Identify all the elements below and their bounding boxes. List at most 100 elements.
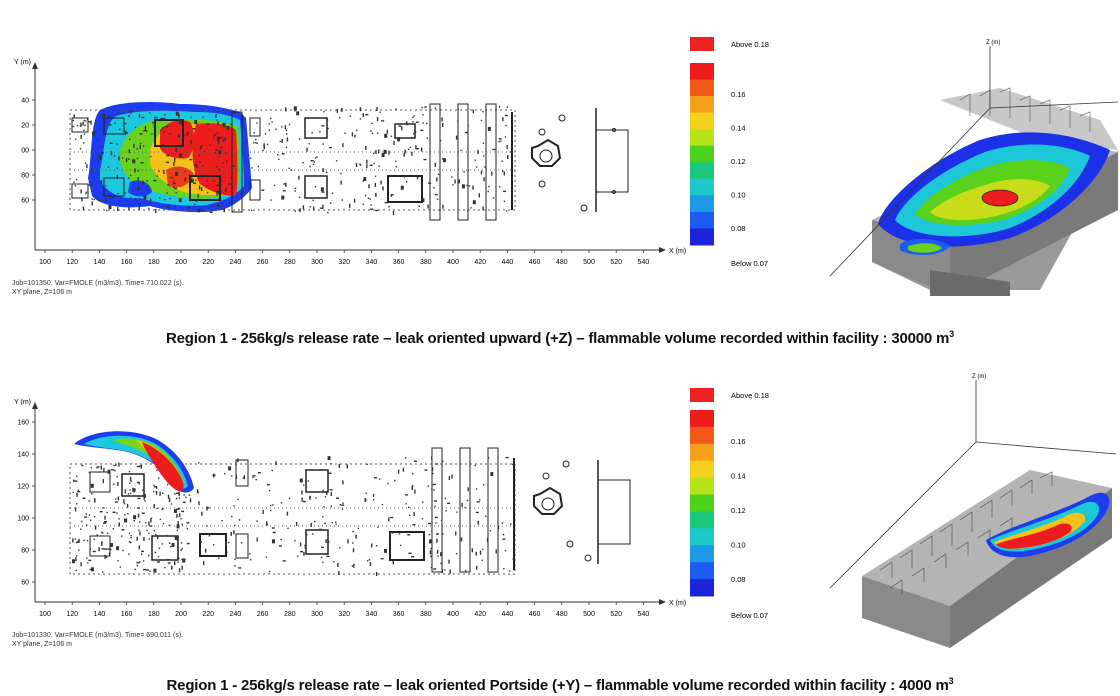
x-tick-label: 300 xyxy=(311,259,323,266)
y-tick-label: 40 xyxy=(21,98,29,105)
color-scale-band xyxy=(690,129,714,147)
x-tick-label: 340 xyxy=(366,611,378,618)
x-tick-label: 260 xyxy=(257,611,269,618)
x-tick-label: 380 xyxy=(420,259,432,266)
isometric-3d-view: Z (m) xyxy=(829,40,1119,296)
x-tick-label: 260 xyxy=(257,259,269,266)
color-scale-band xyxy=(690,511,714,529)
x-tick-label: 100 xyxy=(39,611,51,618)
x-tick-label: 380 xyxy=(420,611,432,618)
color-scale-band xyxy=(690,96,714,114)
x-tick-label: 320 xyxy=(338,259,350,266)
color-scale-band xyxy=(690,410,714,428)
y-tick-label: 120 xyxy=(17,484,29,491)
x-tick-label: 460 xyxy=(529,611,541,618)
run-metadata-line1: Job=101330. Var=FMOLE (m3/m3). Time= 690… xyxy=(12,632,184,639)
x-tick-label: 160 xyxy=(121,259,133,266)
y-tick-label: 60 xyxy=(21,198,29,205)
color-scale-band xyxy=(690,545,714,563)
color-scale-bar xyxy=(690,63,714,246)
color-scale-band xyxy=(690,562,714,580)
x-tick-label: 440 xyxy=(502,611,514,618)
run-metadata: Job=101350. Var=FMOLE (m3/m3). Time= 710… xyxy=(12,279,184,297)
caption-superscript: 3 xyxy=(949,329,954,339)
facility-layout xyxy=(69,103,629,221)
color-scale-band xyxy=(690,460,714,479)
x-axis-label: X (m) xyxy=(669,600,686,607)
y-axis-label: Y (m) xyxy=(14,59,31,66)
x-tick-label: 360 xyxy=(393,611,405,618)
x-tick-label: 120 xyxy=(66,611,78,618)
x-tick-label: 540 xyxy=(638,259,650,266)
y-tick-label: 140 xyxy=(17,452,29,459)
color-scale-band xyxy=(690,528,714,546)
color-scale-tick: 0.14 xyxy=(731,472,746,481)
x-tick-label: 400 xyxy=(447,611,459,618)
x-tick-label: 300 xyxy=(311,611,323,618)
y-axis-arrow xyxy=(32,62,38,69)
view3d-z-label: Z (m) xyxy=(986,40,1000,46)
x-tick-label: 420 xyxy=(474,611,486,618)
color-scale-band xyxy=(690,211,714,229)
facility-layout xyxy=(69,447,631,576)
run-metadata: Job=101330. Var=FMOLE (m3/m3). Time= 690… xyxy=(12,631,183,649)
isometric-3d-view: Z (m) xyxy=(829,374,1117,648)
panel-upward-release: Y (m) X (m) 100 120 140 160 180 200 220 240 260 2… xyxy=(12,37,1119,347)
x-tick-label: 500 xyxy=(583,259,595,266)
x-tick-label: 460 xyxy=(529,259,541,266)
run-metadata-line1: Job=101350. Var=FMOLE (m3/m3). Time= 710… xyxy=(12,280,184,287)
color-scale-band xyxy=(690,112,714,130)
panel-upward-figure: Y (m) X (m) 100 120 140 160 180 200 220 240 260 2… xyxy=(14,37,1119,296)
color-scale-band xyxy=(690,579,714,597)
color-scale-tick-labels: 0.16 0.14 0.12 0.10 0.08 xyxy=(731,437,746,584)
x-tick-label: 140 xyxy=(94,611,106,618)
color-scale-band xyxy=(690,494,714,512)
color-scale-tick: 0.08 xyxy=(731,575,746,584)
color-scale-tick-labels: 0.16 0.14 0.12 0.10 0.08 xyxy=(731,90,746,233)
x-tick-label: 480 xyxy=(556,259,568,266)
y-tick-label: 80 xyxy=(21,173,29,180)
run-metadata-line2: XY plane, Z=106 m xyxy=(12,641,72,648)
x-axis-arrow xyxy=(659,247,666,253)
caption-text: Region 1 - 256kg/s release rate – leak o… xyxy=(166,677,949,694)
x-tick-label: 160 xyxy=(121,611,133,618)
y-tick-label: 20 xyxy=(21,123,29,130)
x-tick-label: 140 xyxy=(94,259,106,266)
x-tick-label: 100 xyxy=(39,259,51,266)
color-scale-bar xyxy=(690,410,714,597)
color-scale-band xyxy=(690,426,714,445)
color-scale-band xyxy=(690,145,714,163)
color-scale-band xyxy=(690,195,714,213)
x-tick-label: 240 xyxy=(230,259,242,266)
x-tick-label: 240 xyxy=(230,611,242,618)
y-tick-labels: 160 140 120 100 80 60 xyxy=(17,420,35,587)
legend-above-label: Above 0.18 xyxy=(731,391,769,400)
color-scale-band xyxy=(690,477,714,496)
x-tick-label: 520 xyxy=(610,259,622,266)
legend-above-label: Above 0.18 xyxy=(731,40,769,49)
x-tick-label: 280 xyxy=(284,259,296,266)
color-scale-tick: 0.08 xyxy=(731,224,746,233)
x-tick-label: 220 xyxy=(202,259,214,266)
y-tick-label: 160 xyxy=(17,420,29,427)
color-scale-band xyxy=(690,63,714,81)
x-tick-label: 440 xyxy=(502,259,514,266)
color-scale-band xyxy=(690,162,714,180)
run-metadata-line2: XY plane, Z=106 m xyxy=(12,289,72,296)
x-tick-label: 360 xyxy=(393,259,405,266)
x-tick-label: 540 xyxy=(638,611,650,618)
color-scale-band xyxy=(690,79,714,97)
x-tick-label: 340 xyxy=(366,259,378,266)
view3d-z-label: Z (m) xyxy=(972,374,986,380)
legend-below-label: Below 0.07 xyxy=(731,611,768,620)
y-tick-label: 80 xyxy=(21,548,29,555)
caption-text: Region 1 - 256kg/s release rate – leak o… xyxy=(166,330,950,347)
x-axis-arrow xyxy=(659,599,666,605)
color-scale-band xyxy=(690,443,714,462)
x-tick-labels: 100 120 140 160 180 200 220 240 260 280 300 320 340 3… xyxy=(39,602,649,618)
x-tick-label: 220 xyxy=(202,611,214,618)
x-tick-label: 120 xyxy=(66,259,78,266)
color-scale-tick: 0.10 xyxy=(731,541,746,550)
x-tick-label: 280 xyxy=(284,611,296,618)
plume-contour xyxy=(88,102,252,213)
